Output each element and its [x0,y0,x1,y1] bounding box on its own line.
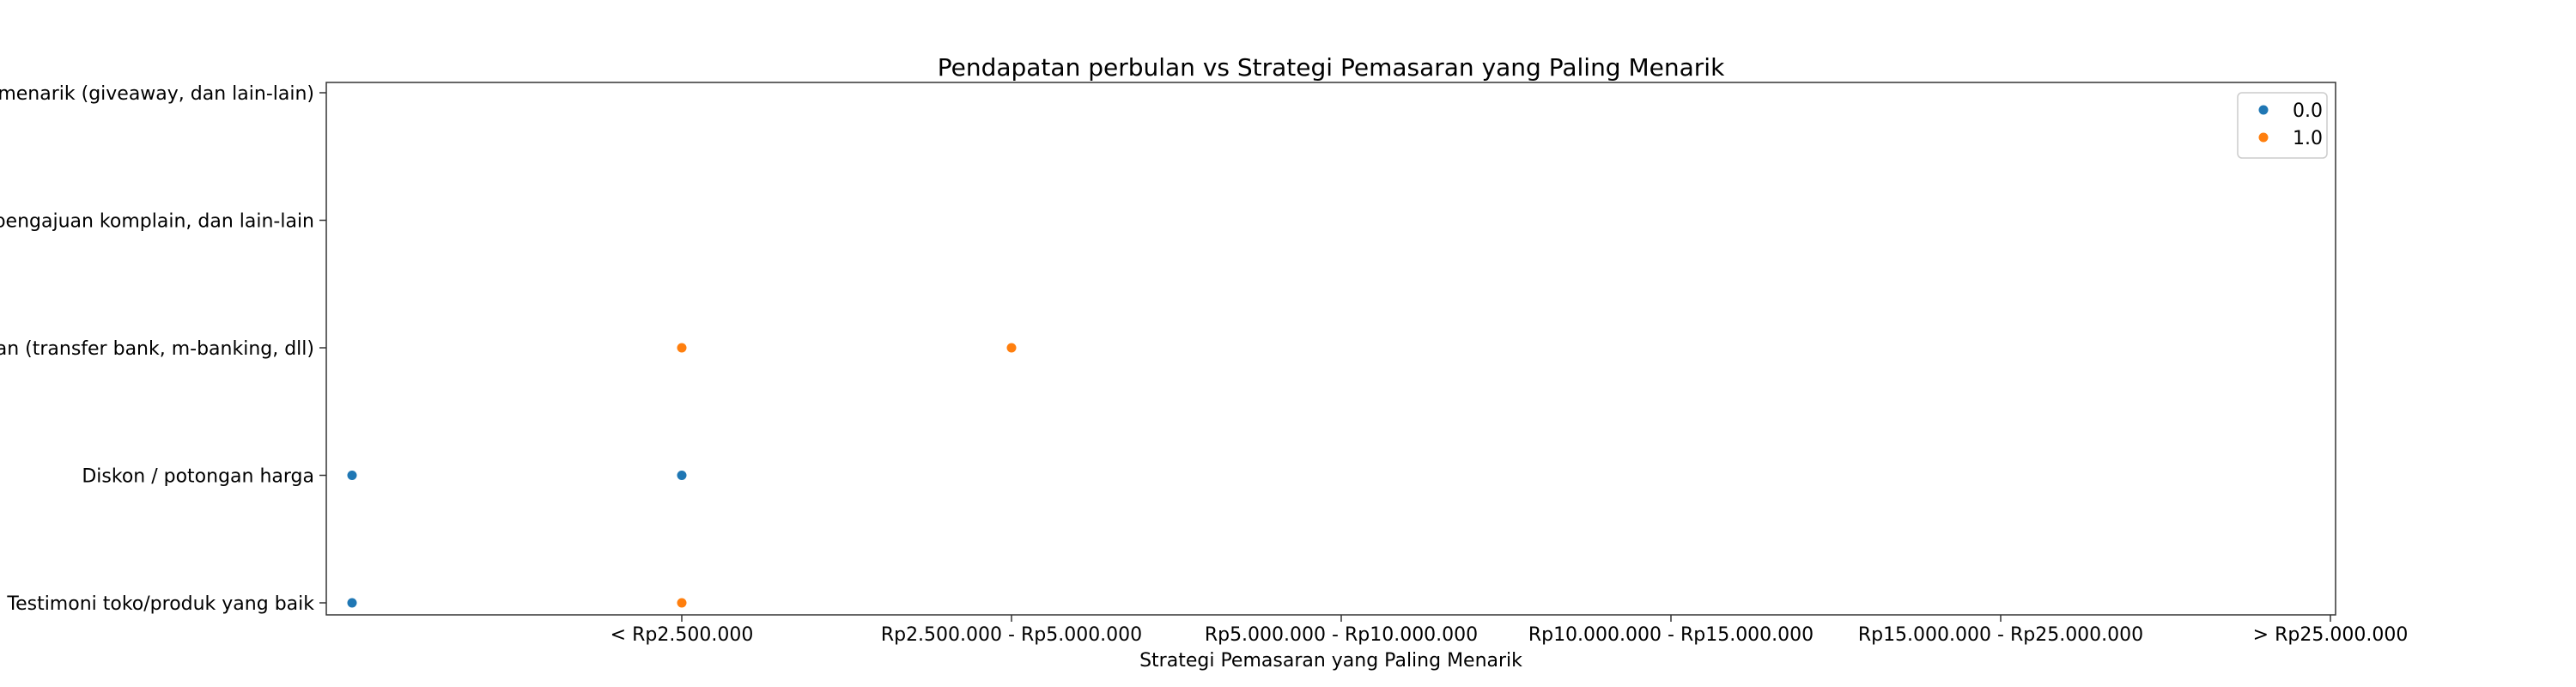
y-tick-label: Testimoni toko/produk yang baik [6,593,314,615]
data-point-series-1 [677,343,687,353]
data-point-series-1 [1006,343,1017,353]
data-point-series-0 [347,471,357,480]
y-tick-label: Diskon / potongan harga [82,466,314,488]
x-tick-label: Rp5.000.000 - Rp10.000.000 [1205,624,1478,646]
x-tick-label: Rp15.000.000 - Rp25.000.000 [1858,624,2143,646]
legend-label: 1.0 [2293,128,2323,149]
legend: 0.01.0 [2237,92,2328,159]
legend-marker [2258,105,2269,115]
y-tick-label: Promo menarik (giveaway, dan lain-lain) [0,83,314,105]
x-tick-label: < Rp2.500.000 [611,624,754,646]
x-tick-label: Rp2.500.000 - Rp5.000.000 [881,624,1142,646]
plot-area [325,82,2336,616]
y-axis: Testimoni toko/produk yang baik Diskon / … [0,83,326,615]
legend-label: 0.0 [2293,100,2323,122]
data-point-series-0 [347,598,357,608]
chart-title: Pendapatan perbulan vs Strategi Pemasara… [938,53,1725,82]
x-tick-label: Rp10.000.000 - Rp15.000.000 [1528,624,1814,646]
y-tick-label: Kemudahan pengajuan komplain, dan lain-l… [0,211,314,233]
x-axis: < Rp2.500.000 Rp2.500.000 - Rp5.000.000 Rp… [611,615,2409,646]
x-tick-label: > Rp25.000.000 [2253,624,2409,646]
y-tick-label: Kemudahan pembayaran (transfer bank, m-b… [0,338,314,360]
data-point-series-0 [677,471,687,480]
legend-marker [2258,132,2269,143]
x-axis-label: Strategi Pemasaran yang Paling Menarik [1139,650,1522,672]
data-point-series-1 [677,598,687,608]
data-points [347,343,1017,608]
